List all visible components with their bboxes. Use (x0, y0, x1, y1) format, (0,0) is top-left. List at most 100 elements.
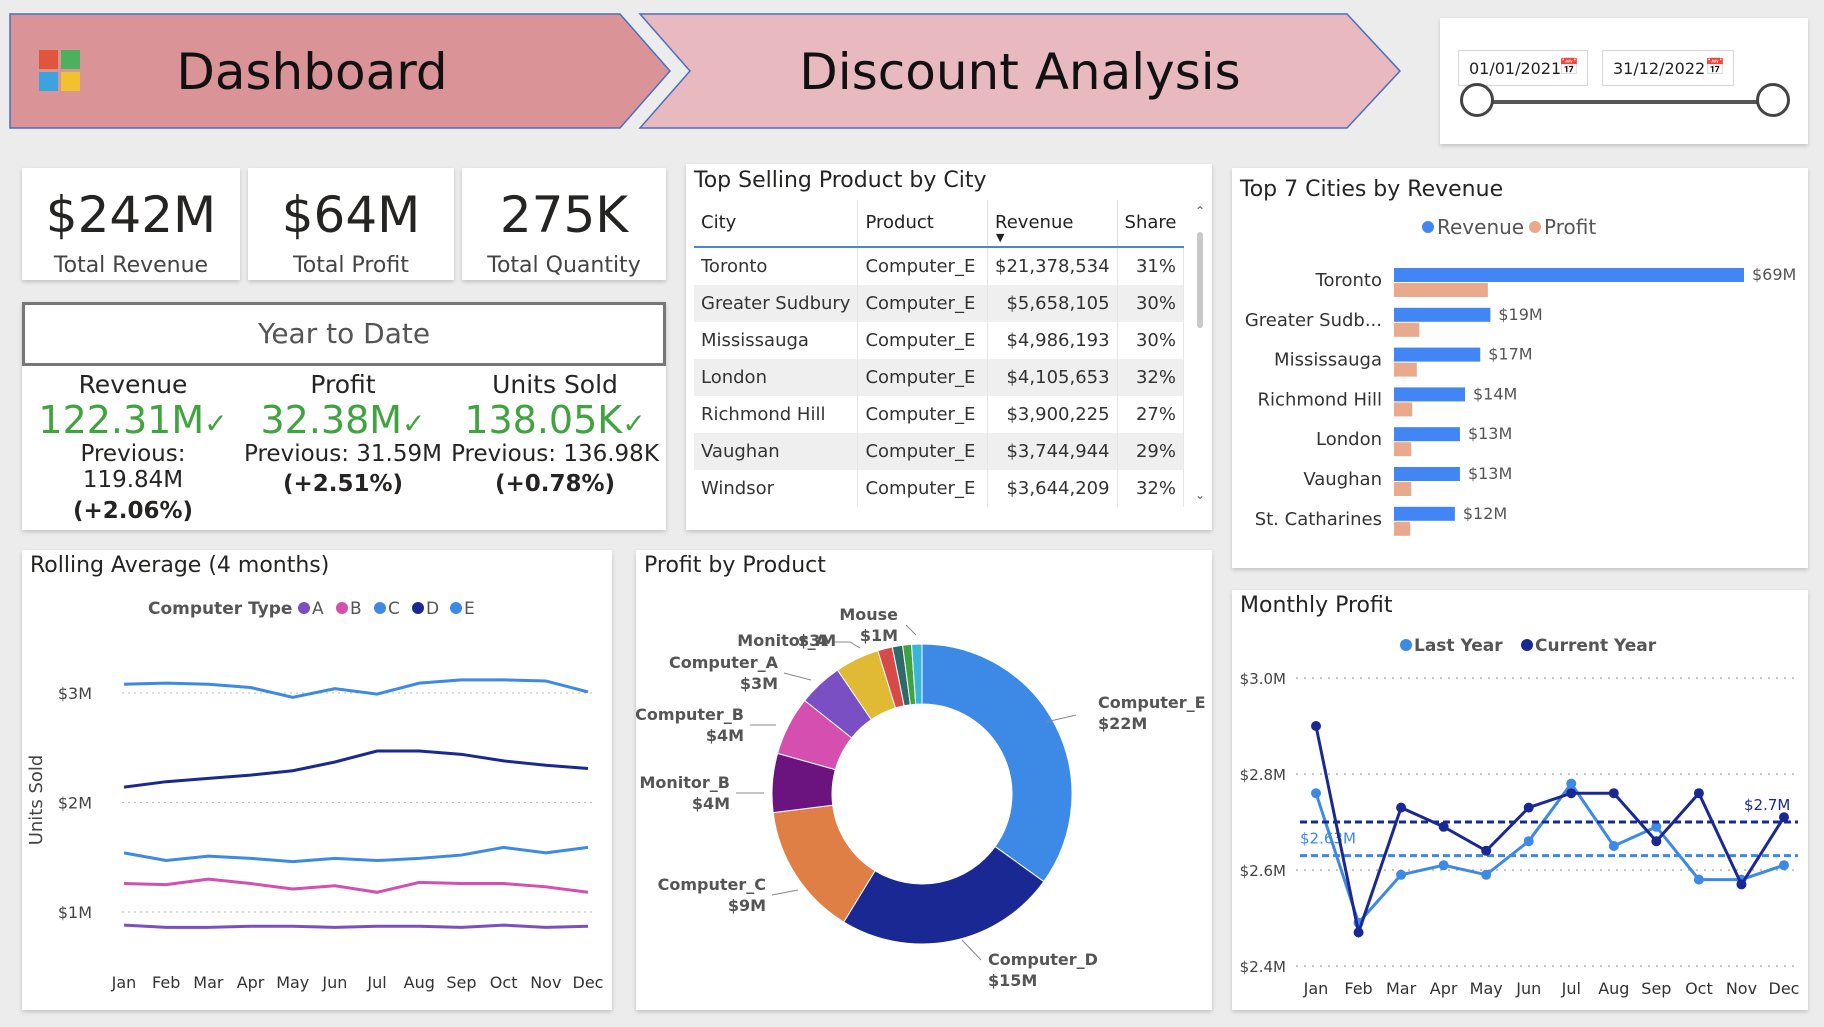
legend-label: C (388, 599, 400, 619)
cell-product: Computer_E (857, 433, 989, 470)
x-tick-label: Jan (1303, 979, 1329, 998)
legend-marker (298, 602, 310, 614)
cell-share: 32% (1117, 470, 1185, 507)
revenue-bar (1394, 268, 1744, 282)
revenue-bar (1394, 467, 1460, 481)
table-row[interactable]: Toronto Computer_E $21,378,534 31% (694, 247, 1185, 285)
legend-label: D (426, 599, 439, 619)
ytd-metric-value: 122.31M (38, 398, 205, 442)
donut-slice (911, 643, 923, 705)
column-header-product[interactable]: Product (857, 200, 989, 248)
table-row[interactable]: Greater Sudbury Computer_E $5,658,105 30% (694, 285, 1185, 322)
cell-product: Computer_E (857, 359, 989, 396)
table-row[interactable]: Mississauga Computer_E $4,986,193 30% (694, 322, 1185, 359)
slice-value-label: $3M (740, 674, 778, 693)
cell-city: Greater Sudbury (694, 285, 859, 322)
series-line-e (123, 845, 589, 864)
end-date-input[interactable]: 31/12/2022 📅 (1602, 50, 1734, 86)
x-tick-label: Oct (490, 973, 518, 992)
kpi-value: 275K (499, 186, 629, 244)
series-line-d (123, 749, 589, 789)
data-point (1396, 802, 1407, 813)
scroll-up-icon[interactable]: ⌃ (1194, 204, 1206, 218)
category-label: Mississauga (1274, 350, 1382, 371)
column-header-label: Revenue (995, 211, 1074, 233)
column-header-revenue[interactable]: Revenue ▼ (987, 200, 1118, 248)
legend-label: A (312, 599, 324, 619)
table-scrollbar[interactable]: ⌃ ⌄ (1194, 204, 1206, 502)
profit-bar (1394, 283, 1488, 297)
slice-value-label: $15M (988, 971, 1037, 990)
discount-analysis-title[interactable]: Discount Analysis (799, 43, 1240, 101)
legend-marker (1521, 639, 1533, 651)
ytd-metric-label: Units Sold (492, 370, 618, 399)
cell-share: 27% (1117, 396, 1185, 433)
donut-slice (921, 643, 1073, 883)
cell-share: 30% (1117, 322, 1185, 359)
calendar-icon[interactable]: 📅 (1705, 57, 1725, 76)
slider-end-handle[interactable] (1756, 83, 1790, 117)
slice-value-label: $4M (706, 726, 744, 745)
legend-title: Computer Type (148, 599, 292, 619)
rolling-average-chart: Rolling Average (4 months) Computer Type A… (26, 553, 603, 992)
scroll-down-icon[interactable]: ⌄ (1194, 488, 1206, 502)
table-row[interactable]: Vaughan Computer_E $3,744,944 29% (694, 433, 1185, 470)
data-point (1608, 788, 1619, 799)
slice-name-label: Computer_A (669, 653, 779, 672)
data-point (1481, 845, 1492, 856)
category-label: London (1316, 429, 1382, 450)
legend-marker (450, 602, 462, 614)
kpi-label: Total Revenue (53, 253, 209, 278)
revenue-bar (1394, 307, 1491, 322)
column-header-share[interactable]: Share (1117, 200, 1184, 248)
table-row[interactable]: Windsor Computer_E $3,644,209 32% (694, 470, 1185, 507)
calendar-icon[interactable]: 📅 (1559, 57, 1579, 76)
data-label: $19M (1498, 305, 1542, 324)
data-label: $17M (1488, 345, 1532, 364)
leader-line (771, 889, 799, 896)
legend-marker (412, 602, 424, 614)
table-row[interactable]: London Computer_E $4,105,653 32% (694, 359, 1185, 396)
data-point (1693, 788, 1704, 799)
cell-share: 31% (1117, 247, 1185, 285)
sort-desc-icon[interactable]: ▼ (996, 231, 1005, 244)
cell-product: Computer_E (857, 285, 989, 322)
table-scroll-area[interactable]: City Product Revenue ▼ Share Toronto Compu… (694, 200, 1186, 530)
column-header-city[interactable]: City (694, 200, 859, 248)
data-point (1566, 788, 1577, 799)
x-tick-label: Aug (1598, 979, 1629, 998)
dashboard-title[interactable]: Dashboard (176, 43, 447, 101)
x-tick-label: Nov (530, 973, 561, 992)
ytd-previous: Previous: 136.98K (451, 440, 659, 467)
start-date-input[interactable]: 01/01/2021 📅 (1458, 50, 1588, 86)
slice-value-label: $4M (692, 794, 730, 813)
top-product-table: City Product Revenue ▼ Share Toronto Compu… (694, 200, 1185, 507)
rolling-average-card: Rolling Average (4 months) Computer Type A… (22, 550, 612, 1010)
end-date-value: 31/12/2022 (1613, 59, 1706, 78)
legend-label: Last Year (1414, 636, 1503, 656)
kpi-total-quantity: 275K Total Quantity (462, 168, 666, 280)
x-tick-label: Aug (404, 973, 435, 992)
scrollbar-thumb[interactable] (1197, 232, 1203, 328)
data-point (1651, 821, 1662, 832)
legend-label-revenue: Revenue (1437, 215, 1524, 239)
table-row[interactable]: Richmond Hill Computer_E $3,900,225 27% (694, 396, 1185, 433)
x-tick-label: May (1470, 979, 1503, 998)
category-label: Greater Sudb... (1245, 310, 1382, 331)
revenue-bar (1394, 347, 1481, 362)
data-point (1736, 879, 1747, 890)
cell-revenue: $4,105,653 (987, 359, 1118, 396)
ytd-metric-value: 138.05K (464, 398, 623, 442)
ytd-previous: Previous: 119.84M (80, 440, 186, 494)
cell-city: Mississauga (694, 322, 859, 359)
slider-start-handle[interactable] (1460, 83, 1494, 117)
slice-name-label: Monitor_B (639, 773, 730, 792)
slice-name-label: Monitor_A (737, 631, 828, 650)
y-tick-label: $3M (58, 684, 92, 703)
data-label: $13M (1468, 424, 1512, 443)
average-label: $2.7M (1744, 796, 1790, 814)
data-label: $13M (1468, 464, 1512, 483)
ytd-metric-value-row: 32.38M✓ (238, 400, 448, 441)
kpi-label: Total Quantity (487, 253, 641, 278)
ytd-change: (+0.78%) (494, 471, 616, 498)
